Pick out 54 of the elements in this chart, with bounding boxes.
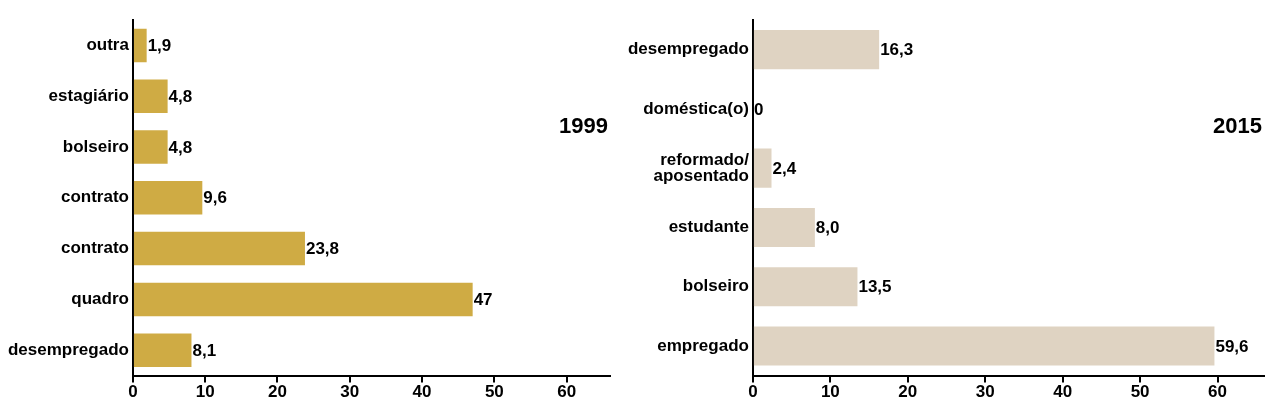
y-tick-label: outra — [86, 35, 130, 55]
x-tick-label: 0 — [748, 382, 758, 402]
x-tick-label: 30 — [340, 382, 360, 402]
y-tick-label: bolseiro — [62, 136, 129, 156]
x-tick-label: 20 — [898, 382, 918, 402]
bar — [133, 282, 473, 317]
bar — [133, 79, 168, 113]
x-tick-label: 40 — [1053, 382, 1073, 402]
bar — [753, 30, 880, 70]
bar — [753, 207, 815, 247]
y-tick-label: doméstica(o) — [643, 98, 749, 118]
bar — [133, 181, 203, 215]
bar — [753, 267, 858, 307]
x-tick-label: 40 — [412, 382, 432, 402]
y-tick-label: estudante — [668, 217, 749, 237]
data-label: 2,4 — [772, 158, 797, 178]
data-label: 4,8 — [168, 137, 193, 157]
x-tick-label: 30 — [975, 382, 995, 402]
x-tick-label: 50 — [1130, 382, 1150, 402]
bar — [133, 231, 305, 266]
data-label: 47 — [473, 290, 493, 310]
y-tick-label: contrato — [60, 187, 129, 207]
y-tick-label: estagiário — [48, 85, 129, 105]
y-tick-label: contrato — [60, 238, 129, 258]
data-label: 59,6 — [1215, 336, 1249, 356]
data-label: 0 — [753, 99, 764, 119]
data-label: 4,8 — [168, 86, 193, 106]
y-tick-label: reformado/ aposentado — [653, 149, 750, 185]
bar — [133, 130, 168, 164]
y-tick-label: quadro — [71, 289, 129, 309]
y-tick-label: desempregado — [7, 339, 129, 359]
y-tick-label: bolseiro — [682, 276, 749, 296]
data-label: 16,3 — [880, 40, 914, 60]
bar — [753, 148, 772, 188]
data-label: 8,1 — [192, 340, 217, 360]
y-tick-label: desempregado — [627, 39, 749, 59]
x-tick-label: 60 — [557, 382, 577, 402]
x-tick-label: 20 — [268, 382, 287, 402]
text: 1999 — [559, 112, 608, 138]
data-label: 8,0 — [815, 218, 840, 238]
y-tick-label: empregado — [657, 335, 749, 355]
x-tick-label: 10 — [195, 382, 215, 402]
text: 2015 — [1213, 112, 1262, 138]
data-label: 23,8 — [305, 239, 340, 259]
x-tick-label: 10 — [820, 382, 840, 402]
x-tick-label: 60 — [1208, 382, 1227, 402]
bar — [753, 326, 1215, 366]
bar — [133, 333, 192, 367]
bar — [133, 28, 147, 63]
x-tick-label: 0 — [128, 382, 138, 402]
data-label: 1,9 — [147, 36, 172, 56]
data-label: 13,5 — [858, 277, 892, 297]
x-tick-label: 50 — [484, 382, 504, 402]
data-label: 9,6 — [203, 188, 227, 208]
